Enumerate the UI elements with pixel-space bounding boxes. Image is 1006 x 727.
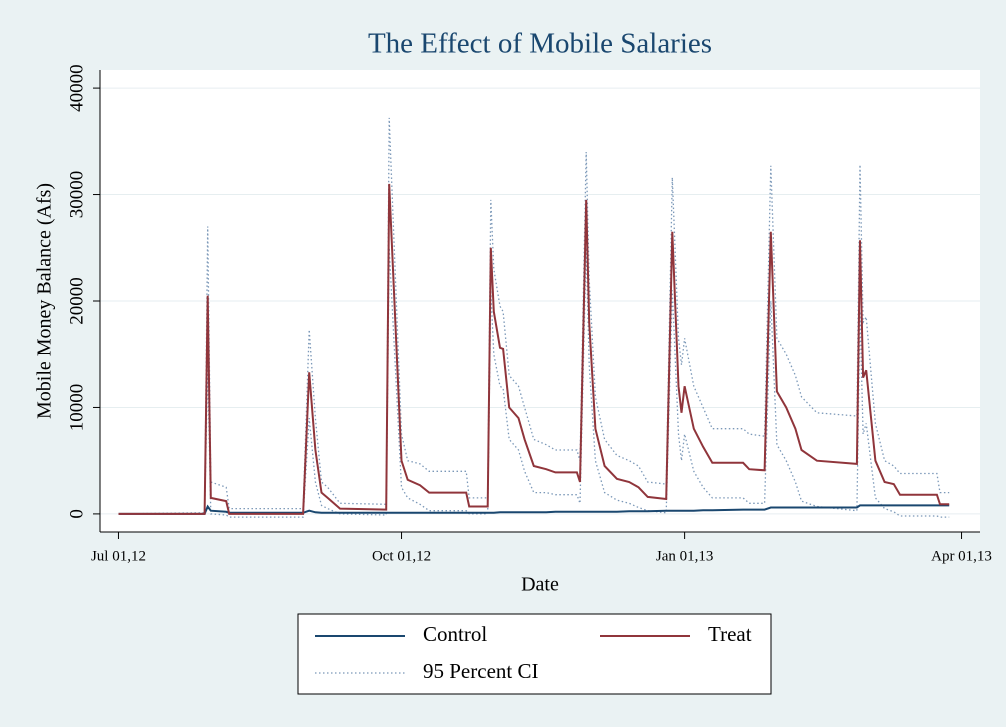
- x-tick-label: Jan 01,13: [656, 548, 714, 564]
- series-line: [118, 247, 950, 518]
- legend-label: Treat: [708, 622, 752, 646]
- y-tick-label: 10000: [66, 384, 87, 432]
- y-tick-label: 0: [66, 509, 87, 519]
- x-axis-label: Date: [521, 574, 559, 596]
- legend: [297, 613, 772, 695]
- legend-label: 95 Percent CI: [423, 659, 538, 683]
- series-line: [118, 183, 950, 515]
- x-tick-label: Jul 01,12: [91, 548, 146, 564]
- series-line: [118, 117, 950, 515]
- y-tick-label: 40000: [66, 64, 87, 112]
- chart-title: The Effect of Mobile Salaries: [368, 28, 712, 60]
- x-tick-label: Oct 01,12: [372, 548, 431, 564]
- y-tick-label: 30000: [66, 171, 87, 219]
- y-axis-label: Mobile Money Balance (Afs): [34, 183, 56, 419]
- series-line: [118, 504, 950, 515]
- y-tick-label: 20000: [66, 277, 87, 325]
- x-tick-label: Apr 01,13: [931, 548, 992, 564]
- legend-label: Control: [423, 622, 487, 646]
